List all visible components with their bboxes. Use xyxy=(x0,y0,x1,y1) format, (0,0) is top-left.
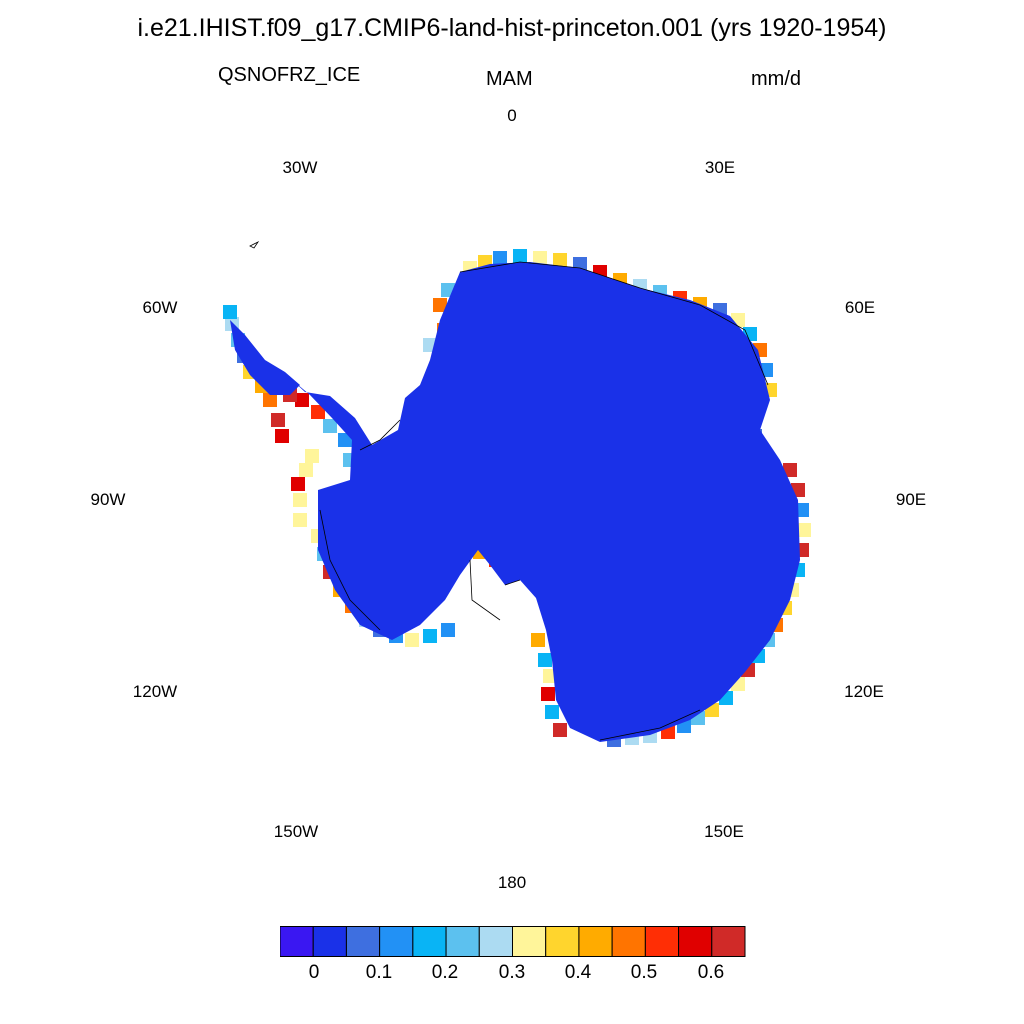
grid-cell xyxy=(513,249,527,263)
island-outline xyxy=(249,240,260,249)
lon-label-30e: 30E xyxy=(704,158,736,177)
lon-label-90w: 90W xyxy=(90,490,126,509)
grid-cell xyxy=(538,653,552,667)
colorbar-swatch xyxy=(312,926,347,957)
grid-cell xyxy=(531,633,545,647)
lon-label-90e: 90E xyxy=(895,490,927,509)
colorbar-swatch xyxy=(578,926,613,957)
colorbar-swatch xyxy=(512,926,547,957)
grid-cell xyxy=(433,298,447,312)
colorbar-tick-label: 0.6 xyxy=(697,962,725,983)
grid-cell xyxy=(293,493,307,507)
colorbar-swatch xyxy=(345,926,381,957)
lon-label-180: 180 xyxy=(497,873,527,892)
colorbar-swatch xyxy=(445,926,480,957)
colorbar-tick-label: 0 xyxy=(308,962,320,983)
grid-cell xyxy=(493,251,507,265)
colorbar-swatch xyxy=(711,926,746,957)
antarctica-landmass xyxy=(290,262,800,742)
grid-cell xyxy=(533,251,547,265)
lon-label-60w: 60W xyxy=(142,298,178,317)
grid-cell xyxy=(441,623,455,637)
colorbar-swatch xyxy=(545,926,580,957)
lon-label-60e: 60E xyxy=(844,298,876,317)
grid-cell xyxy=(423,629,437,643)
grid-cell xyxy=(553,253,567,267)
grid-cell xyxy=(293,513,307,527)
coastline xyxy=(319,261,769,741)
colorbar-swatch xyxy=(280,926,314,957)
lon-label-0: 0 xyxy=(507,106,517,125)
grid-cell xyxy=(545,705,559,719)
grid-cell xyxy=(295,393,309,407)
colorbar-tick-label: 0.2 xyxy=(431,962,459,983)
colorbar-tick-label: 0.1 xyxy=(365,962,393,983)
season-label: MAM xyxy=(486,68,533,90)
colorbar-tick-label: 0.5 xyxy=(630,962,658,983)
grid-cell xyxy=(291,477,305,491)
grid-cell xyxy=(263,393,277,407)
grid-cell xyxy=(797,523,811,537)
grid-cell xyxy=(299,463,313,477)
variable-label: QSNOFRZ_ICE xyxy=(218,64,361,86)
grid-cell xyxy=(323,419,337,433)
grid-cell xyxy=(311,405,325,419)
colorbar xyxy=(280,926,746,957)
antarctic-peninsula xyxy=(230,320,300,395)
grid-cell xyxy=(405,633,419,647)
lon-label-120e: 120E xyxy=(844,682,884,701)
units-label: mm/d xyxy=(751,68,801,90)
grid-cell xyxy=(271,413,285,427)
grid-cell xyxy=(553,723,567,737)
lon-label-150w: 150W xyxy=(273,822,319,841)
grid-cell xyxy=(783,463,797,477)
colorbar-swatch xyxy=(412,926,447,957)
grid-cell xyxy=(541,687,555,701)
colorbar-tick-label: 0.3 xyxy=(498,962,526,983)
grid-cell xyxy=(305,449,319,463)
colorbar-tick-label: 0.4 xyxy=(564,962,592,983)
grid-cell xyxy=(795,503,809,517)
colorbar-swatch xyxy=(644,926,680,957)
colorbar-swatch xyxy=(611,926,646,957)
colorbar-swatch xyxy=(379,926,414,957)
colorbar-swatch xyxy=(678,926,713,957)
colorbar-swatch xyxy=(478,926,513,957)
grid-cell xyxy=(338,433,352,447)
grid-cell xyxy=(275,429,289,443)
lon-label-150e: 150E xyxy=(704,822,744,841)
lon-label-120w: 120W xyxy=(132,682,178,701)
plot-title: i.e21.IHIST.f09_g17.CMIP6-land-hist-prin… xyxy=(137,14,887,42)
lon-label-30w: 30W xyxy=(282,158,318,177)
grid-cell xyxy=(223,305,237,319)
